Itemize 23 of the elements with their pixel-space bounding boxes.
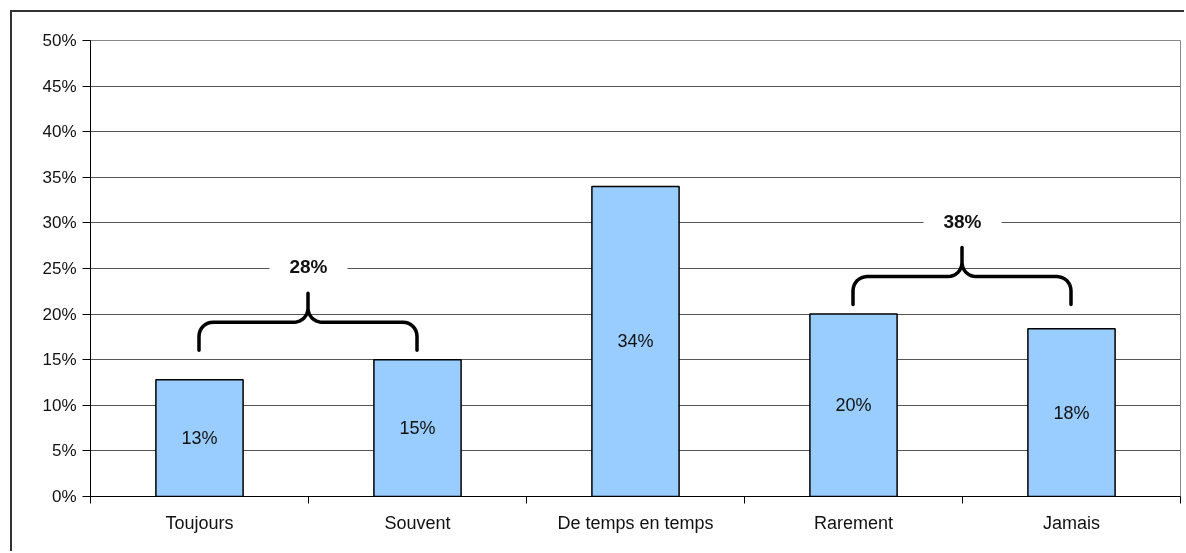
data-label: 20% — [835, 395, 872, 416]
data-label: 13% — [181, 428, 218, 449]
y-tick-label: 0% — [51, 487, 77, 506]
y-tick-label: 45% — [42, 76, 77, 96]
data-label: 15% — [399, 418, 436, 439]
x-tick-label: Rarement — [813, 512, 894, 533]
y-tick-label: 5% — [51, 441, 77, 461]
annotation: 38% — [943, 210, 982, 232]
y-tick-label: 15% — [42, 350, 77, 370]
y-tick-label: 30% — [42, 213, 77, 233]
y-tick-label: 20% — [42, 304, 77, 324]
x-tick-label: De temps en temps — [557, 512, 714, 533]
y-tick-label: 35% — [42, 167, 77, 187]
y-tick-label: 10% — [42, 395, 77, 415]
data-label: 18% — [1053, 402, 1090, 423]
x-tick-label: Souvent — [384, 512, 451, 533]
data-label: 34% — [617, 331, 654, 352]
y-tick-label: 50% — [42, 31, 77, 50]
x-tick-label: Jamais — [1042, 512, 1101, 533]
y-tick-label: 25% — [42, 259, 77, 278]
x-tick-label: Toujours — [165, 512, 234, 533]
annotation: 28% — [289, 256, 328, 278]
y-tick-label: 40% — [42, 122, 77, 142]
